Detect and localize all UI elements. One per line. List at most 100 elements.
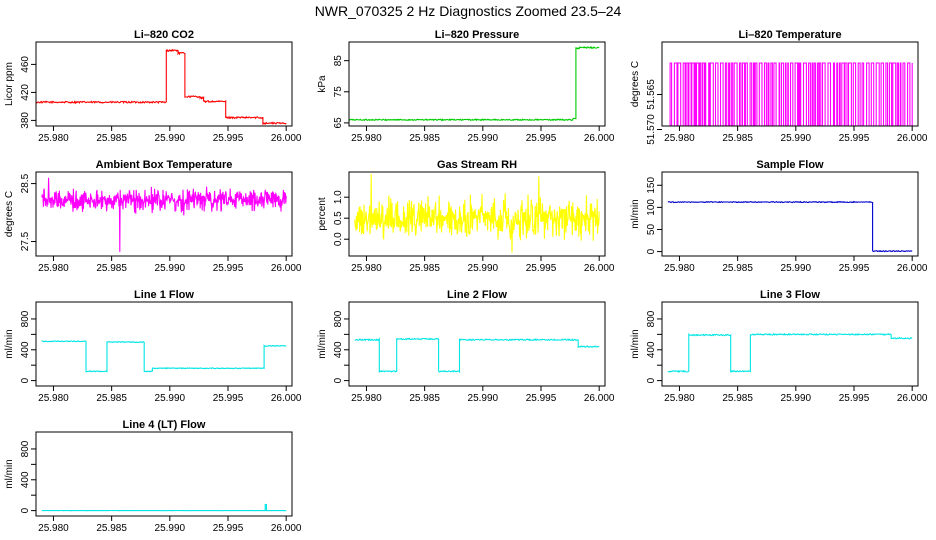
y-tick-label: 800 — [20, 440, 31, 457]
panel-title: Line 3 Flow — [760, 289, 820, 301]
y-tick-label: 800 — [646, 310, 657, 327]
x-tick-label: 25.995 — [213, 523, 244, 534]
x-tick-label: 26.000 — [897, 263, 928, 274]
panel-co2: Li–820 CO2 Licor ppm 25.980 25.985 25.990 25.… — [4, 29, 302, 144]
series-line — [667, 332, 913, 373]
series-line — [667, 200, 913, 253]
panel-line3: Line 3 Flow ml/min 25.980 25.985 25.990 25.99… — [630, 289, 928, 404]
y-tick-label: 51.565 — [646, 79, 657, 110]
y-tick-label: 420 — [20, 84, 31, 101]
y-tick-label: 800 — [20, 310, 31, 327]
x-tick-label: 25.980 — [351, 133, 382, 144]
x-tick-label: 25.980 — [664, 393, 695, 404]
y-axis-label: percent — [317, 197, 328, 231]
x-tick-label: 25.995 — [526, 263, 557, 274]
x-tick-label: 25.990 — [781, 263, 812, 274]
y-tick-label: 85 — [333, 55, 344, 67]
y-axis-label: ml/min — [630, 329, 641, 358]
panel-temperature: Li–820 Temperature degrees C 25.980 25.985 2… — [630, 29, 928, 145]
panel-title: Li–820 CO2 — [134, 29, 194, 41]
y-tick-label: 0 — [646, 248, 657, 254]
y-tick-label: 1.0 — [333, 190, 344, 204]
x-tick-label: 25.985 — [96, 263, 127, 274]
x-tick-label: 25.985 — [722, 393, 753, 404]
x-tick-label: 26.000 — [271, 393, 302, 404]
x-tick-label: 26.000 — [584, 393, 615, 404]
x-tick-label: 26.000 — [897, 133, 928, 144]
y-tick-label: 50 — [646, 224, 657, 236]
x-tick-label: 25.995 — [526, 393, 557, 404]
x-tick-label: 25.980 — [38, 133, 69, 144]
plot-frame — [348, 41, 606, 127]
x-tick-label: 25.980 — [38, 393, 69, 404]
y-axis-label: degrees C — [630, 61, 641, 107]
y-tick-label: 0 — [20, 507, 31, 513]
y-tick-label: 0 — [20, 377, 31, 383]
panel-title: Gas Stream RH — [437, 159, 517, 171]
y-tick-label: 65 — [333, 117, 344, 129]
plot-frame — [661, 301, 919, 387]
y-tick-label: 800 — [333, 310, 344, 327]
panel-title: Line 1 Flow — [134, 289, 194, 301]
x-tick-label: 26.000 — [584, 263, 615, 274]
y-tick-label: 0 — [646, 377, 657, 383]
y-tick-label: 100 — [646, 199, 657, 216]
y-axis-label: kPa — [317, 75, 328, 93]
plot-frame — [35, 41, 293, 127]
series-line — [667, 62, 913, 126]
series-line — [349, 46, 600, 122]
plot-frame — [661, 41, 919, 127]
x-tick-label: 26.000 — [271, 133, 302, 144]
y-tick-label: 380 — [20, 112, 31, 129]
x-tick-label: 25.990 — [155, 393, 186, 404]
x-tick-label: 25.985 — [96, 133, 127, 144]
series-line — [41, 177, 287, 252]
figure-title: NWR_070325 2 Hz Diagnostics Zoomed 23.5–… — [315, 3, 622, 19]
y-axis-label: Licor ppm — [4, 62, 15, 106]
x-tick-label: 25.985 — [409, 133, 440, 144]
y-tick-label: 460 — [20, 56, 31, 73]
x-tick-label: 25.980 — [351, 393, 382, 404]
panel-line2: Line 2 Flow ml/min 25.980 25.985 25.990 25.99… — [317, 289, 615, 404]
x-tick-label: 25.995 — [526, 133, 557, 144]
panel-line1: Line 1 Flow ml/min 25.980 25.985 25.990 25.99… — [4, 289, 302, 404]
x-tick-label: 25.980 — [38, 263, 69, 274]
x-tick-label: 25.990 — [468, 263, 499, 274]
x-tick-label: 26.000 — [897, 393, 928, 404]
series-line — [354, 174, 600, 253]
y-axis-label: ml/min — [630, 199, 641, 228]
plot-frame — [348, 301, 606, 387]
panel-rh: Gas Stream RH percent 25.980 25.985 25.990 25… — [317, 159, 615, 274]
y-tick-label: 400 — [333, 341, 344, 358]
y-tick-label: 150 — [646, 177, 657, 194]
y-tick-label: 0.5 — [333, 211, 344, 225]
x-tick-label: 25.995 — [213, 393, 244, 404]
panel-sample_flow: Sample Flow ml/min 25.980 25.985 25.990 25.99… — [630, 159, 928, 274]
x-tick-label: 25.985 — [96, 523, 127, 534]
series-line — [354, 337, 600, 374]
y-axis-label: ml/min — [4, 459, 15, 488]
panel-title: Line 4 (LT) Flow — [123, 419, 206, 431]
y-axis-label: ml/min — [317, 329, 328, 358]
y-tick-label: 400 — [20, 341, 31, 358]
x-tick-label: 25.995 — [839, 393, 870, 404]
x-tick-label: 26.000 — [271, 263, 302, 274]
series-line — [41, 340, 287, 373]
x-tick-label: 25.990 — [781, 393, 812, 404]
x-tick-label: 25.985 — [409, 393, 440, 404]
plot-frame — [348, 171, 606, 257]
plot-frame — [35, 301, 293, 387]
y-tick-label: 400 — [646, 341, 657, 358]
x-tick-label: 25.990 — [781, 133, 812, 144]
x-tick-label: 26.000 — [271, 523, 302, 534]
y-tick-label: 400 — [20, 471, 31, 488]
x-tick-label: 25.980 — [38, 523, 69, 534]
y-tick-label: 75 — [333, 86, 344, 98]
x-tick-label: 25.990 — [468, 393, 499, 404]
x-tick-label: 25.990 — [468, 133, 499, 144]
x-tick-label: 25.985 — [96, 393, 127, 404]
x-tick-label: 25.980 — [664, 133, 695, 144]
plot-frame — [35, 171, 293, 257]
panel-title: Sample Flow — [756, 159, 824, 171]
